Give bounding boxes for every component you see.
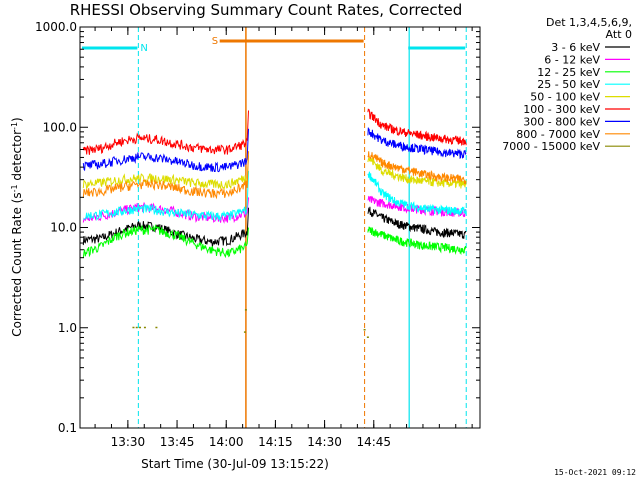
series-line-pre	[82, 224, 249, 259]
series-line-pre	[82, 110, 249, 155]
series-line-pre	[82, 207, 249, 247]
x-tick-label: 14:15	[258, 435, 293, 449]
series-25-50-keV	[83, 170, 467, 222]
y-axis: 0.1 1.0 10.0 100.0 1000.0	[35, 20, 480, 435]
series-line-post	[367, 151, 467, 184]
legend-label: 300 - 800 keV	[523, 115, 600, 128]
data-point	[155, 326, 158, 329]
series-100-300-keV	[82, 108, 467, 155]
x-tick-label: 13:30	[111, 435, 146, 449]
legend-label: 100 - 300 keV	[523, 103, 600, 116]
y-label-part-3: detector	[10, 130, 24, 185]
flag-label-night: N	[140, 43, 147, 54]
legend-label: 12 - 25 keV	[537, 66, 600, 79]
series-12-25-keV	[82, 224, 467, 259]
series-line-post	[367, 226, 467, 256]
series-line-pre	[82, 155, 249, 191]
series-line-pre	[82, 128, 249, 173]
series-line-pre	[82, 151, 249, 200]
series-line-post	[367, 155, 467, 189]
data-point	[244, 309, 247, 311]
flag-label-saa: S	[212, 36, 218, 47]
data-point	[363, 328, 366, 331]
series-line-pre	[83, 170, 249, 222]
series-line-post	[367, 206, 467, 239]
legend-label: 3 - 6 keV	[551, 41, 600, 54]
x-tick-label: 14:30	[307, 435, 342, 449]
plot-area: NS	[82, 27, 467, 428]
y-label-part-1: Corrected Count Rate (s	[10, 192, 24, 336]
legend-label: 25 - 50 keV	[537, 78, 600, 91]
x-tick-label: 14:00	[209, 435, 244, 449]
y-axis-label: Corrected Count Rate (s-1 detector-1)	[10, 117, 24, 336]
series-50-100-keV	[82, 155, 467, 191]
x-axis-label: Start Time (30-Jul-09 13:15:22)	[141, 457, 329, 471]
y-tick-label: 1.0	[58, 321, 77, 335]
data-point	[135, 326, 138, 329]
series-line-post	[367, 108, 467, 146]
data-point	[243, 331, 246, 333]
data-point	[366, 336, 369, 338]
y-label-part-2: -1	[10, 184, 19, 192]
legend-header-1: Det 1,3,4,5,6,9,	[546, 16, 632, 29]
y-label-part-4: -1	[10, 122, 19, 130]
series-line-post	[367, 127, 467, 160]
x-tick-label: 13:45	[160, 435, 195, 449]
timestamp: 15-Oct-2021 09:12	[554, 468, 636, 477]
data-point	[143, 326, 146, 329]
legend-header-2: Att 0	[606, 28, 632, 41]
series-300-800-keV	[82, 127, 467, 173]
legend-label: 50 - 100 keV	[530, 91, 600, 104]
data-point	[132, 326, 135, 329]
series-3-6-keV	[82, 206, 467, 247]
series-line-post	[367, 171, 467, 216]
y-tick-label: 0.1	[58, 421, 77, 435]
x-tick-label: 14:45	[356, 435, 391, 449]
x-axis: 13:30 13:45 14:00 14:15 14:30 14:45	[94, 27, 473, 449]
legend-label: 800 - 7000 keV	[516, 128, 600, 141]
legend-label: 7000 - 15000 keV	[502, 140, 600, 153]
y-tick-label: 10.0	[50, 221, 77, 235]
y-tick-label: 1000.0	[35, 20, 77, 34]
series-7000-15000-keV	[132, 309, 369, 338]
chart-title: RHESSI Observing Summary Count Rates, Co…	[70, 1, 463, 19]
legend-label: 6 - 12 keV	[544, 53, 600, 66]
y-tick-label: 100.0	[43, 120, 77, 134]
series-800-7000-keV	[82, 151, 467, 200]
data-point	[139, 326, 142, 329]
y-label-part-5: )	[10, 117, 24, 122]
